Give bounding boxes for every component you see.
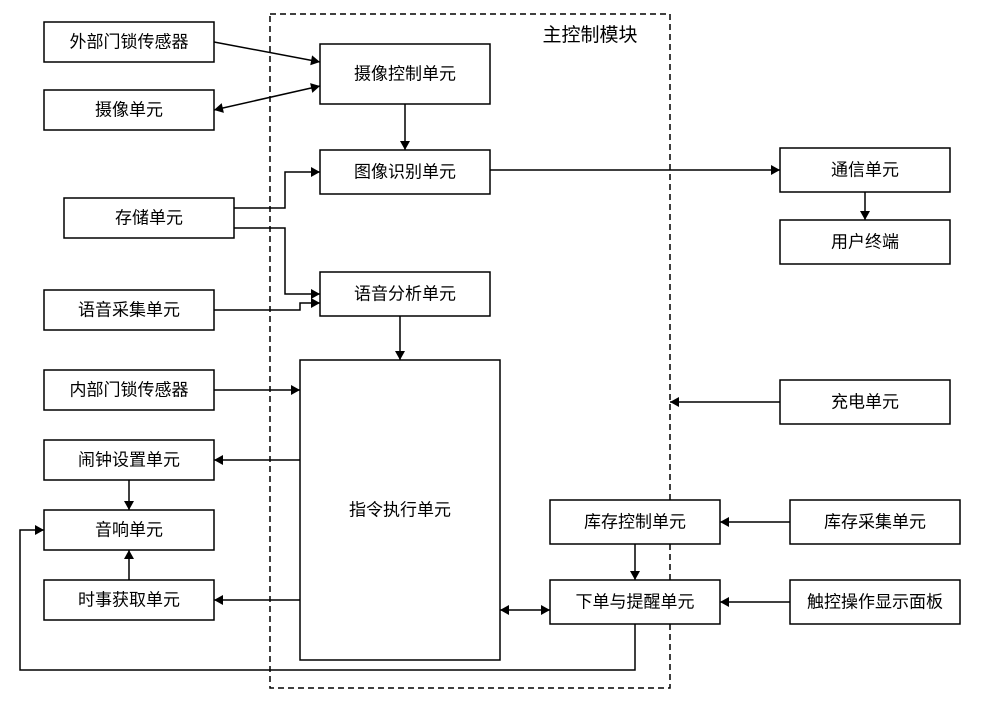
arrow-head — [720, 517, 729, 527]
label-cam_ctrl: 摄像控制单元 — [354, 64, 456, 83]
label-inv_coll: 库存采集单元 — [824, 512, 926, 531]
label-comm: 通信单元 — [831, 160, 899, 179]
arrow-head — [720, 597, 729, 607]
arrow-head — [395, 351, 405, 360]
arrow-camera_unit-cam_ctrl — [214, 86, 320, 110]
label-img_rec: 图像识别单元 — [354, 162, 456, 181]
label-inv_ctrl: 库存控制单元 — [584, 512, 686, 531]
arrow-head — [310, 55, 320, 65]
arrow-head — [400, 141, 410, 150]
arrow-head — [214, 103, 224, 113]
arrow-ext_door-cam_ctrl — [214, 42, 320, 62]
arrow-head — [35, 525, 44, 535]
arrow-head — [630, 571, 640, 580]
label-user_term: 用户终端 — [831, 232, 899, 251]
arrow-head — [311, 167, 320, 177]
arrow-head — [311, 298, 320, 308]
arrow-head — [124, 550, 134, 559]
arrow-head — [214, 595, 223, 605]
arrow-head — [214, 455, 223, 465]
arrow-head — [670, 397, 679, 407]
label-alarm: 闹钟设置单元 — [78, 450, 180, 469]
arrow-head — [500, 605, 509, 615]
label-sound: 音响单元 — [95, 520, 163, 539]
label-charge: 充电单元 — [831, 392, 899, 411]
arrow-head — [771, 165, 780, 175]
arrow-head — [291, 385, 300, 395]
main-module-title: 主控制模块 — [542, 24, 637, 46]
arrow-storage-img_rec — [234, 172, 320, 208]
arrow-head — [541, 605, 550, 615]
arrow-head — [860, 211, 870, 220]
label-voice_coll: 语音采集单元 — [78, 300, 180, 319]
arrow-head — [311, 289, 320, 299]
arrow-voice_coll-voice_anal — [214, 303, 320, 310]
label-news: 时事获取单元 — [78, 590, 180, 609]
label-ext_door: 外部门锁传感器 — [70, 32, 189, 51]
label-voice_anal: 语音分析单元 — [354, 284, 456, 303]
arrow-storage-voice_anal — [234, 228, 320, 294]
label-int_door: 内部门锁传感器 — [70, 380, 189, 399]
arrow-head — [124, 501, 134, 510]
label-touch: 触控操作显示面板 — [807, 592, 943, 611]
label-cmd_exec: 指令执行单元 — [349, 500, 451, 519]
arrow-head — [310, 83, 320, 93]
label-camera_unit: 摄像单元 — [95, 100, 163, 119]
label-order: 下单与提醒单元 — [576, 592, 695, 611]
label-storage: 存储单元 — [115, 208, 183, 227]
